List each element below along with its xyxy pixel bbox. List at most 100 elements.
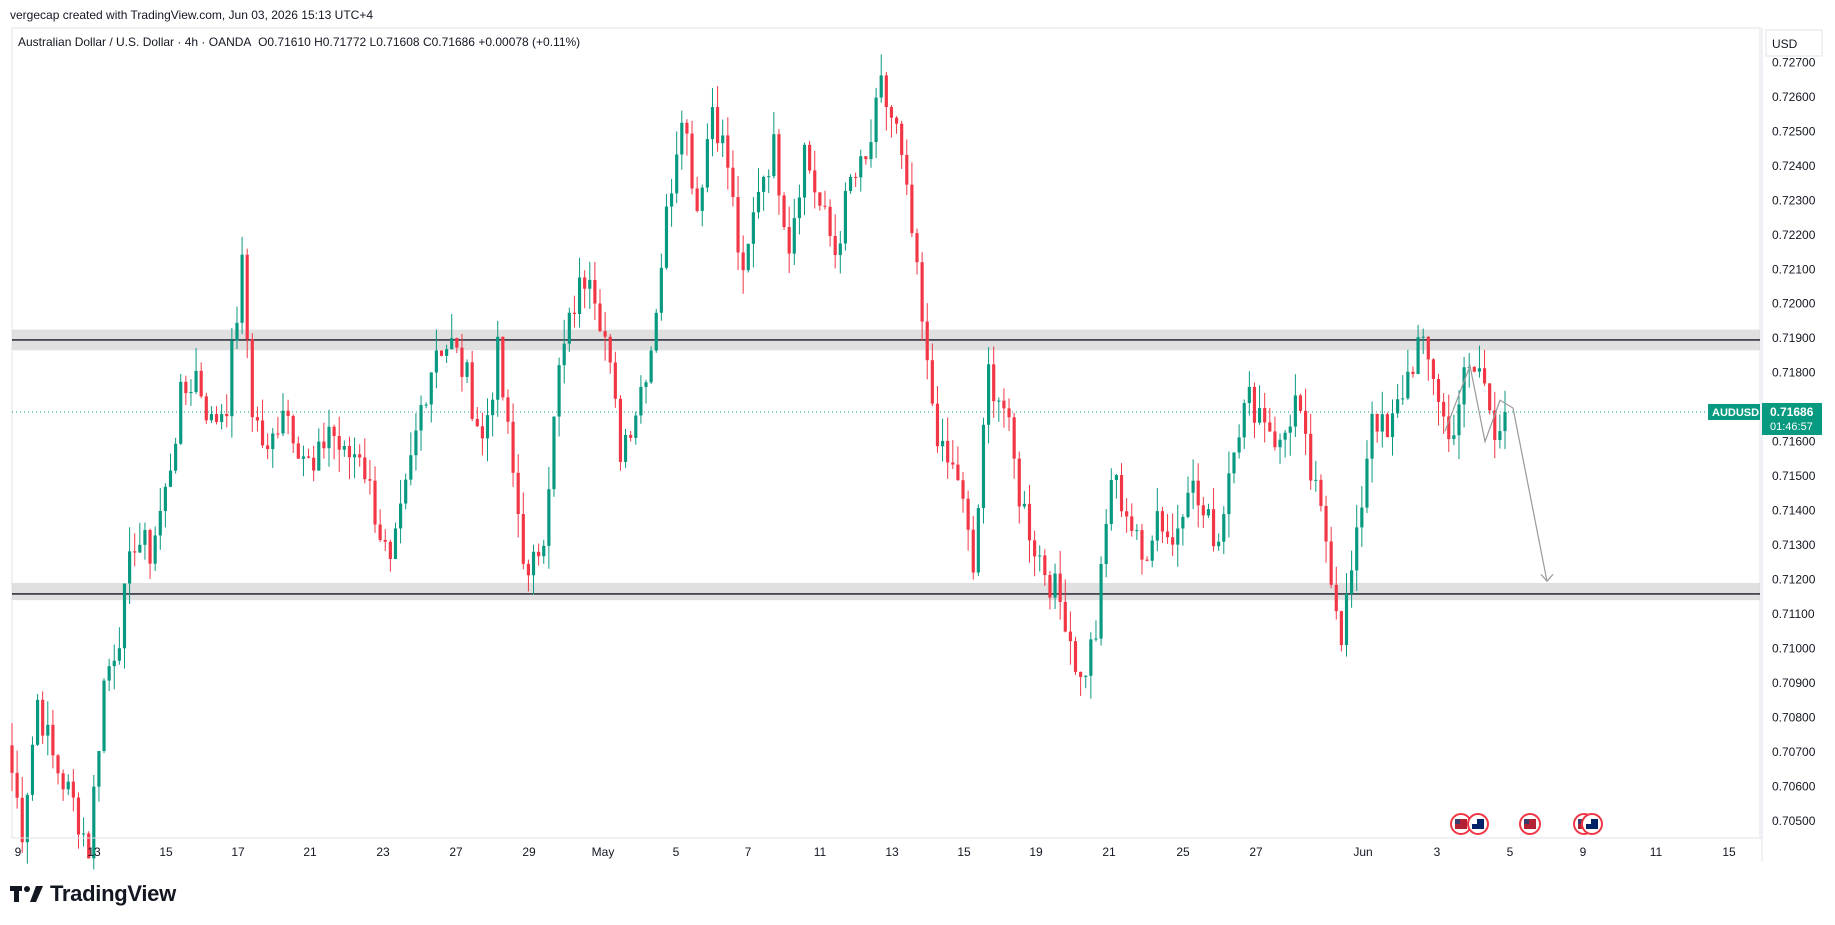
candle[interactable]: [1488, 383, 1492, 415]
candle[interactable]: [128, 527, 132, 604]
candle[interactable]: [291, 414, 295, 453]
candle[interactable]: [1380, 391, 1384, 448]
candle[interactable]: [746, 243, 750, 273]
candle[interactable]: [588, 261, 592, 309]
candle[interactable]: [117, 627, 121, 665]
candle[interactable]: [506, 389, 510, 434]
candle[interactable]: [818, 192, 822, 211]
candle[interactable]: [352, 437, 357, 479]
candle[interactable]: [450, 313, 454, 350]
candle[interactable]: [332, 424, 336, 460]
candle[interactable]: [97, 750, 101, 802]
candle[interactable]: [1462, 356, 1466, 428]
candle[interactable]: [1043, 549, 1047, 586]
candle[interactable]: [10, 723, 14, 792]
candle[interactable]: [700, 184, 704, 227]
candle[interactable]: [577, 257, 582, 328]
candle[interactable]: [1314, 460, 1318, 492]
candle[interactable]: [179, 373, 183, 446]
candle[interactable]: [1125, 498, 1129, 533]
candle[interactable]: [1002, 388, 1006, 428]
candle[interactable]: [976, 504, 980, 576]
candle[interactable]: [1094, 620, 1098, 642]
candle[interactable]: [1452, 414, 1456, 446]
candle[interactable]: [583, 270, 587, 309]
candle[interactable]: [634, 411, 638, 445]
candle[interactable]: [1288, 414, 1292, 456]
candle[interactable]: [1104, 509, 1108, 578]
candle[interactable]: [76, 792, 81, 849]
candle[interactable]: [194, 348, 198, 395]
candle[interactable]: [511, 403, 515, 487]
candle[interactable]: [854, 172, 858, 188]
candle[interactable]: [981, 417, 986, 524]
candle[interactable]: [552, 416, 556, 497]
candle[interactable]: [1058, 550, 1062, 620]
candle[interactable]: [41, 691, 45, 745]
candle[interactable]: [623, 428, 628, 468]
candle[interactable]: [1370, 401, 1374, 483]
candle[interactable]: [618, 395, 623, 471]
au-flag-event-icon[interactable]: [1467, 813, 1489, 835]
candle[interactable]: [1360, 486, 1364, 547]
candle[interactable]: [1068, 611, 1072, 665]
candle[interactable]: [1053, 563, 1057, 609]
candle[interactable]: [603, 312, 607, 361]
candle[interactable]: [163, 483, 167, 528]
candle[interactable]: [399, 479, 403, 544]
candle[interactable]: [1191, 459, 1195, 510]
candle[interactable]: [669, 178, 674, 227]
candle[interactable]: [485, 398, 490, 462]
candle[interactable]: [1385, 412, 1389, 438]
candle[interactable]: [465, 359, 469, 384]
candle[interactable]: [491, 392, 495, 437]
candle[interactable]: [741, 235, 745, 294]
candle[interactable]: [1022, 490, 1026, 509]
candle[interactable]: [726, 117, 730, 190]
candle[interactable]: [174, 437, 178, 474]
candle[interactable]: [209, 406, 213, 424]
candle[interactable]: [644, 379, 648, 404]
candle[interactable]: [1350, 550, 1354, 608]
candle[interactable]: [731, 150, 735, 207]
candle[interactable]: [1227, 451, 1231, 538]
candle[interactable]: [1263, 392, 1267, 443]
candle[interactable]: [347, 436, 352, 480]
candle[interactable]: [71, 769, 75, 812]
candle[interactable]: [286, 399, 290, 435]
candle[interactable]: [1130, 503, 1134, 537]
candle[interactable]: [61, 769, 65, 801]
candle[interactable]: [158, 488, 162, 550]
candle[interactable]: [1201, 496, 1205, 529]
candle[interactable]: [1298, 393, 1303, 414]
candle[interactable]: [772, 112, 776, 179]
candle[interactable]: [1304, 388, 1308, 455]
candle[interactable]: [971, 515, 975, 580]
currency-box[interactable]: [1765, 29, 1823, 57]
candle[interactable]: [992, 346, 996, 418]
candle[interactable]: [501, 336, 505, 401]
candle[interactable]: [900, 120, 904, 169]
candle[interactable]: [393, 522, 398, 560]
candle[interactable]: [542, 539, 546, 564]
candle[interactable]: [946, 417, 950, 479]
candle[interactable]: [889, 105, 894, 138]
candle[interactable]: [184, 375, 188, 406]
candle[interactable]: [1257, 385, 1262, 425]
candle[interactable]: [1079, 671, 1083, 697]
candle[interactable]: [613, 351, 617, 408]
candle[interactable]: [1165, 514, 1170, 544]
candle[interactable]: [460, 333, 464, 392]
candle[interactable]: [225, 394, 229, 428]
candle[interactable]: [271, 428, 275, 468]
candle[interactable]: [940, 418, 945, 462]
candle[interactable]: [920, 252, 924, 341]
candle[interactable]: [782, 192, 786, 230]
candle[interactable]: [843, 182, 848, 251]
candle[interactable]: [956, 446, 960, 481]
candle[interactable]: [378, 509, 382, 543]
candle[interactable]: [1339, 610, 1343, 652]
candle[interactable]: [266, 433, 270, 460]
candle[interactable]: [281, 393, 285, 437]
candle[interactable]: [751, 196, 755, 268]
